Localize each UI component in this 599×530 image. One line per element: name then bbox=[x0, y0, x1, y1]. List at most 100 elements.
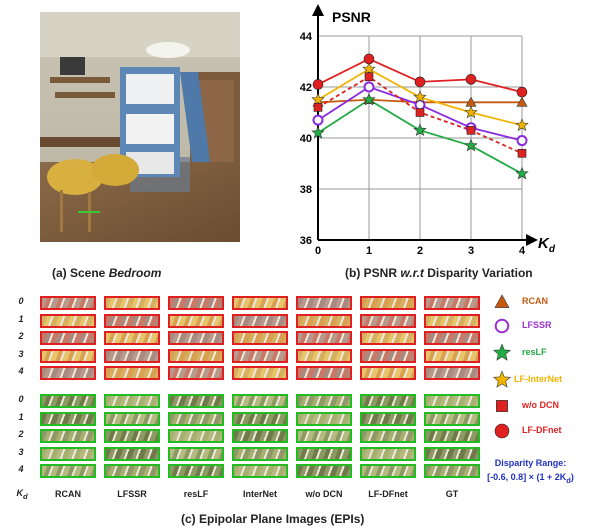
point-reslf bbox=[311, 125, 325, 139]
epi-image bbox=[232, 429, 288, 443]
y-tick-label: 40 bbox=[300, 133, 312, 145]
epi-image bbox=[104, 296, 160, 310]
epi-image bbox=[168, 313, 224, 328]
epi-image bbox=[168, 366, 224, 380]
range-formula: [-0.6, 0.8] × (1 + 2Kd) bbox=[462, 472, 599, 485]
legend-label-lf-dfnet: LF-DFnet bbox=[522, 425, 562, 435]
epi-image bbox=[232, 464, 288, 478]
x-tick-label: 2 bbox=[417, 245, 423, 257]
kd-label-sub: d bbox=[22, 491, 28, 501]
x-tick-label: 0 bbox=[315, 245, 321, 257]
epi-row-label: 4 bbox=[18, 366, 24, 376]
epi-column-label: LF-DFnet bbox=[368, 489, 408, 499]
point-w-o-dcn bbox=[517, 149, 527, 158]
epi-column-label: RCAN bbox=[55, 489, 81, 499]
caption-a-prefix: (a) Scene bbox=[52, 266, 109, 280]
epi-image bbox=[104, 394, 160, 408]
scene-bedroom-image bbox=[40, 12, 240, 242]
epi-image bbox=[40, 296, 96, 310]
epi-image bbox=[424, 331, 480, 345]
epi-image bbox=[360, 446, 416, 461]
epi-image bbox=[296, 429, 352, 443]
range-formula-close: ) bbox=[570, 472, 574, 482]
point-lf-internet bbox=[362, 62, 376, 75]
caption-b-wrt: w.r.t bbox=[400, 266, 424, 280]
point-lf-internet bbox=[413, 90, 427, 103]
point-lf-dfnet bbox=[414, 76, 426, 88]
epi-column-label: resLF bbox=[183, 489, 209, 499]
epi-column-label: InterNet bbox=[242, 489, 277, 499]
range-formula-text: [-0.6, 0.8] × (1 + 2K bbox=[487, 472, 567, 482]
epi-image bbox=[296, 296, 352, 310]
y-tick-label: 36 bbox=[300, 235, 312, 247]
legend-label-reslf: resLF bbox=[522, 347, 547, 357]
legend-label-lf-internet: LF-InterNet bbox=[514, 374, 562, 384]
point-lfssr bbox=[363, 81, 375, 93]
epi-row-label: 1 bbox=[18, 313, 24, 324]
epi-image bbox=[296, 394, 352, 408]
epi-image bbox=[360, 429, 416, 443]
legend-label-lfssr: LFSSR bbox=[522, 320, 552, 330]
epi-image bbox=[360, 313, 416, 328]
x-tick-label: 4 bbox=[519, 245, 526, 257]
caption-b-suffix: Disparity Variation bbox=[423, 266, 533, 280]
x-axis-title: Kd bbox=[538, 235, 556, 255]
epi-row-label: 1 bbox=[18, 411, 24, 422]
epi-image bbox=[296, 313, 352, 328]
epi-image bbox=[360, 348, 416, 363]
x-tick-label: 3 bbox=[468, 245, 474, 257]
epi-image bbox=[424, 464, 480, 478]
epi-image bbox=[40, 411, 96, 426]
point-lf-internet bbox=[311, 92, 325, 106]
y-tick-label: 38 bbox=[300, 184, 312, 196]
epi-image bbox=[424, 446, 480, 461]
epi-image bbox=[40, 366, 96, 380]
kd-label: Kd bbox=[12, 488, 32, 501]
epi-image bbox=[424, 411, 480, 426]
epi-image bbox=[424, 348, 480, 363]
epi-image bbox=[104, 464, 160, 478]
point-lf-internet bbox=[464, 105, 478, 119]
x-axis-arrow bbox=[526, 234, 538, 246]
epi-image bbox=[296, 464, 352, 478]
epi-image bbox=[40, 331, 96, 345]
epi-row-label: 2 bbox=[18, 429, 24, 439]
epi-row-label: 3 bbox=[18, 446, 24, 457]
epi-column-label: LFSSR bbox=[117, 489, 147, 499]
epi-row-label: 2 bbox=[18, 331, 24, 341]
epi-image bbox=[104, 446, 160, 461]
y-tick-label: 44 bbox=[300, 31, 313, 43]
epi-image bbox=[232, 296, 288, 310]
epi-row-label: 0 bbox=[18, 394, 24, 404]
epi-image bbox=[296, 366, 352, 380]
point-lf-internet bbox=[515, 118, 529, 131]
epi-image bbox=[168, 429, 224, 443]
disparity-range: Disparity Range: [-0.6, 0.8] × (1 + 2Kd) bbox=[462, 458, 599, 485]
x-tick-label: 1 bbox=[366, 245, 372, 257]
epi-image bbox=[232, 348, 288, 363]
epi-image bbox=[360, 411, 416, 426]
y-axis-arrow bbox=[312, 4, 324, 16]
epi-row-label: 0 bbox=[18, 296, 24, 306]
range-title: Disparity Range: bbox=[494, 458, 567, 468]
legend-marker-lf-internet bbox=[492, 370, 512, 388]
point-lf-dfnet bbox=[516, 86, 528, 98]
point-reslf bbox=[413, 123, 427, 137]
y-axis-title: PSNR bbox=[332, 9, 371, 25]
epi-image bbox=[168, 411, 224, 426]
epi-image bbox=[424, 366, 480, 380]
point-lf-dfnet bbox=[465, 74, 477, 85]
point-rcan bbox=[516, 96, 528, 107]
epi-image bbox=[360, 331, 416, 345]
point-lfssr bbox=[312, 114, 324, 126]
psnr-chart: PSNR Kd 36 38 40 42 44 0 1 2 3 4 bbox=[300, 4, 556, 257]
epi-column-label: w/o DCN bbox=[305, 489, 343, 499]
caption-b-prefix: (b) PSNR bbox=[345, 266, 401, 280]
epi-image bbox=[168, 394, 224, 408]
epi-image bbox=[296, 411, 352, 426]
epi-image bbox=[168, 446, 224, 461]
point-reslf bbox=[464, 138, 478, 152]
epi-image bbox=[40, 348, 96, 363]
epi-image bbox=[232, 313, 288, 328]
epi-image bbox=[424, 394, 480, 408]
